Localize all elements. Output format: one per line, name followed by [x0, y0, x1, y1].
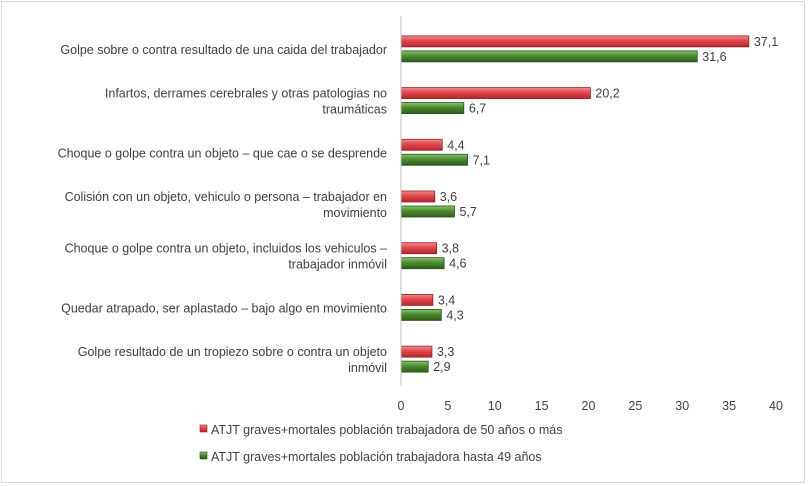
legend-label: ATJT graves+mortales población trabajado…	[211, 450, 542, 464]
bar-under-49	[400, 309, 442, 321]
data-label: 3,8	[442, 242, 459, 256]
bar-under-49	[400, 205, 455, 218]
legend-swatch	[199, 451, 208, 460]
data-label: 7,1	[473, 153, 490, 167]
legend: ATJT graves+mortales población trabajado…	[199, 423, 562, 464]
data-label: 2,9	[433, 360, 450, 374]
data-label: 4,3	[446, 308, 463, 322]
bar-50-plus	[400, 138, 443, 151]
data-label: 20,2	[595, 87, 619, 101]
category-label: Choque o golpe contra un objeto – que ca…	[58, 146, 387, 160]
x-tick-label: 30	[675, 399, 689, 413]
x-tick-label: 0	[398, 399, 405, 413]
data-label: 3,4	[438, 293, 455, 307]
data-label: 4,4	[447, 138, 464, 152]
bar-50-plus	[400, 294, 434, 306]
bar-50-plus	[400, 190, 436, 203]
category-label: Quedar atrapado, ser aplastado – bajo al…	[61, 301, 387, 315]
x-tick-label: 15	[535, 399, 549, 413]
bar-50-plus	[400, 87, 591, 99]
category-labels: Golpe sobre o contra resultado de una ca…	[58, 43, 387, 375]
data-label: 5,7	[459, 205, 476, 219]
bar-under-49	[400, 153, 468, 166]
data-label: 31,6	[702, 50, 726, 64]
x-tick-label: 20	[582, 399, 596, 413]
data-label: 6,7	[469, 102, 486, 116]
category-label: trabajador inmóvil	[288, 258, 387, 272]
legend-label: ATJT graves+mortales población trabajado…	[211, 423, 562, 437]
x-tick-label: 10	[488, 399, 502, 413]
category-label: Golpe resultado de un tropiezo sobre o c…	[78, 345, 387, 359]
bar-50-plus	[400, 242, 438, 255]
bar-under-49	[400, 257, 445, 270]
data-label: 3,3	[437, 345, 454, 359]
category-label: movimiento	[323, 206, 387, 220]
bar-under-49	[400, 50, 698, 63]
data-label: 3,6	[440, 190, 457, 204]
category-label: Infartos, derrames cerebrales y otras pa…	[105, 87, 387, 101]
bar-under-49	[400, 360, 429, 373]
category-label: Colisión con un objeto, vehiculo o perso…	[65, 190, 387, 204]
x-tick-label: 35	[722, 399, 736, 413]
legend-swatch	[199, 424, 208, 433]
x-tick-label: 5	[444, 399, 451, 413]
x-tick-label: 40	[769, 399, 783, 413]
category-label: Choque o golpe contra un objeto, incluid…	[65, 242, 387, 256]
category-label: Golpe sobre o contra resultado de una ca…	[60, 43, 387, 57]
bars-group: 37,1 31,6 20,2 6,7 4,4 7,1 3,65,7 3,84,6 3,44,3 3…	[400, 35, 778, 374]
category-label: traumáticas	[322, 103, 387, 117]
category-label: inmóvil	[348, 361, 387, 375]
data-label: 4,6	[449, 257, 466, 271]
bar-under-49	[400, 102, 465, 114]
bar-50-plus	[400, 345, 433, 358]
data-label: 37,1	[754, 35, 778, 49]
x-axis: 0 5 10 15 20 25 30 35 40	[398, 16, 783, 413]
x-tick-label: 25	[628, 399, 642, 413]
bar-50-plus	[400, 35, 750, 48]
